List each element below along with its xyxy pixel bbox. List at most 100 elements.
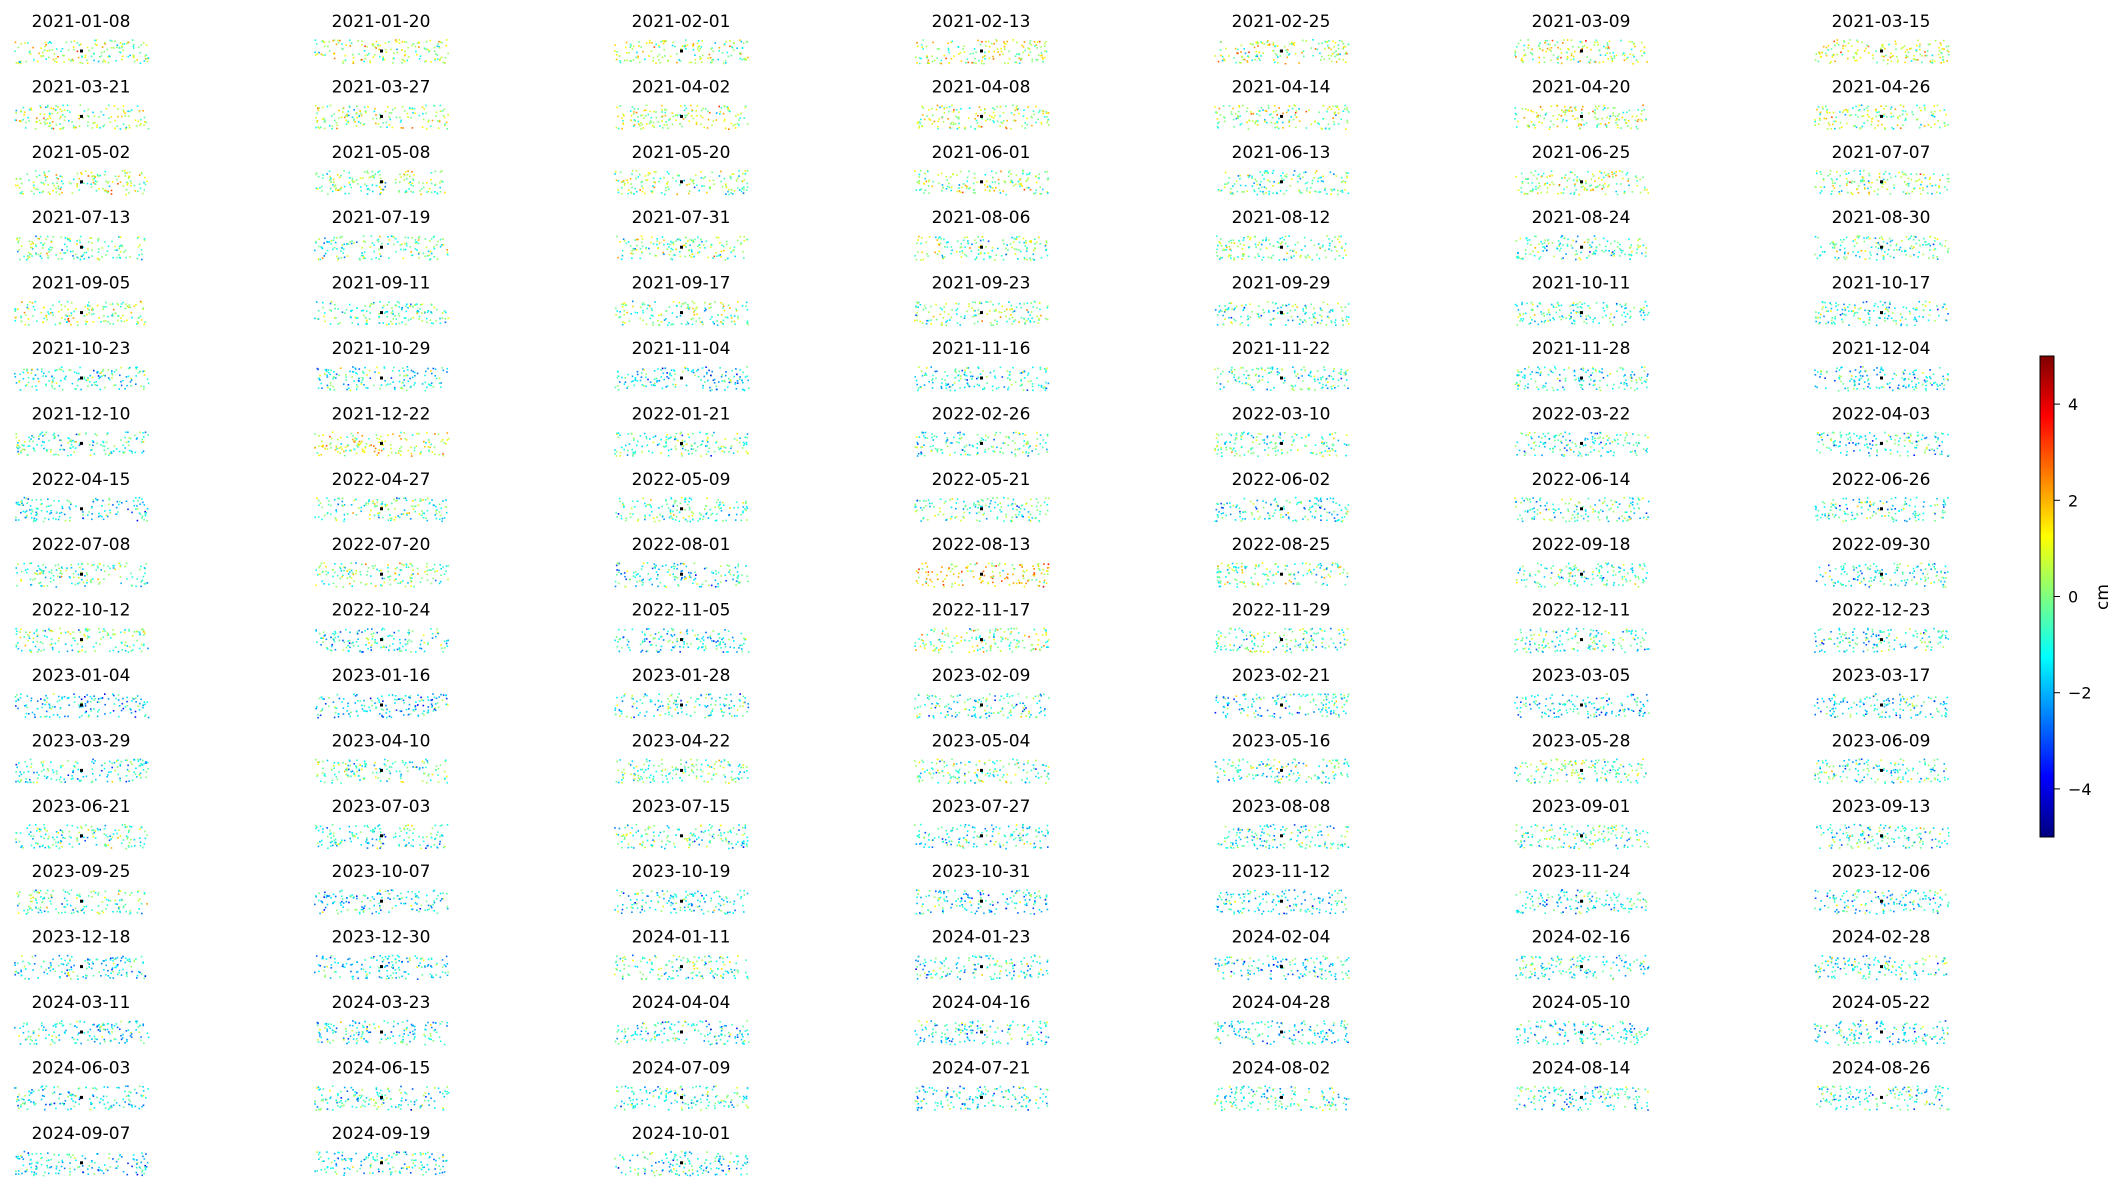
displacement-point [350, 310, 352, 312]
displacement-point [1040, 52, 1043, 54]
displacement-point [439, 59, 441, 61]
displacement-point [1545, 50, 1547, 53]
displacement-point [378, 322, 381, 324]
displacement-point [427, 121, 429, 123]
displacement-point [1278, 246, 1281, 249]
displacement-point [38, 174, 41, 177]
displacement-point [436, 258, 439, 260]
displacement-point [992, 303, 994, 306]
displacement-point [108, 55, 110, 57]
displacement-point [1013, 310, 1016, 312]
displacement-point [411, 236, 413, 239]
displacement-point [1636, 127, 1639, 130]
displacement-point [1251, 175, 1253, 178]
reference-point-marker [1880, 180, 1883, 184]
displacement-point [694, 238, 696, 241]
displacement-point [115, 312, 117, 315]
displacement-point [650, 241, 652, 244]
displacement-point [121, 46, 123, 49]
displacement-point [651, 190, 654, 192]
displacement-point [83, 110, 86, 112]
displacement-point [1843, 109, 1845, 112]
displacement-point [945, 188, 948, 190]
displacement-point [743, 186, 745, 188]
displacement-point [1543, 184, 1546, 186]
displacement-point [1854, 60, 1857, 62]
displacement-point [1303, 236, 1306, 239]
displacement-point [105, 305, 107, 308]
displacement-point [1892, 55, 1894, 57]
displacement-point [1292, 43, 1294, 45]
displacement-point [366, 188, 369, 190]
displacement-point [1258, 110, 1260, 112]
displacement-point [708, 303, 711, 305]
displacement-point [975, 242, 978, 244]
displacement-point [665, 121, 667, 123]
displacement-point [1585, 189, 1588, 192]
displacement-point [961, 191, 964, 194]
displacement-point [83, 315, 86, 317]
displacement-point [1563, 176, 1566, 179]
displacement-point [318, 238, 320, 240]
displacement-point [17, 250, 19, 253]
displacement-point [44, 41, 47, 44]
displacement-point [47, 42, 50, 44]
displacement-point [1554, 44, 1556, 46]
displacement-point [1640, 118, 1642, 121]
displacement-point [99, 56, 101, 58]
displacement-point [1857, 109, 1860, 112]
displacement-point [405, 323, 407, 326]
displacement-point [90, 313, 93, 316]
displacement-point [1274, 122, 1276, 125]
displacement-point [314, 39, 317, 41]
displacement-point [953, 55, 955, 57]
displacement-point [1921, 61, 1923, 64]
displacement-point [1298, 108, 1300, 110]
displacement-point [1247, 324, 1250, 327]
displacement-point [98, 248, 100, 250]
displacement-point [1288, 303, 1290, 306]
displacement-point [1884, 127, 1886, 129]
displacement-point [1575, 250, 1577, 252]
displacement-point [439, 104, 442, 107]
displacement-point [989, 186, 992, 188]
displacement-point [917, 251, 919, 253]
displacement-point [659, 61, 662, 64]
displacement-point [1320, 315, 1323, 318]
displacement-point [371, 43, 374, 46]
displacement-point [358, 115, 361, 118]
displacement-point [1342, 257, 1345, 259]
displacement-point [1835, 116, 1838, 119]
displacement-point [1623, 52, 1625, 54]
displacement-point [129, 127, 131, 129]
displacement-point [1317, 42, 1320, 45]
displacement-point [59, 323, 62, 325]
displacement-point [67, 238, 69, 241]
displacement-point [1258, 187, 1260, 190]
displacement-point [1006, 320, 1008, 323]
displacement-point [708, 307, 711, 309]
displacement-point [1840, 190, 1843, 192]
displacement-point [1605, 249, 1607, 252]
displacement-point [1820, 190, 1823, 192]
displacement-point [695, 320, 697, 323]
displacement-point [641, 245, 644, 248]
displacement-point [1856, 188, 1858, 191]
displacement-point [708, 53, 711, 56]
displacement-point [52, 58, 55, 61]
displacement-point [1889, 255, 1892, 258]
displacement-point [1918, 45, 1921, 48]
displacement-point [1310, 123, 1312, 126]
displacement-point [1290, 255, 1292, 258]
displacement-point [992, 58, 995, 60]
displacement-point [1346, 107, 1348, 109]
displacement-point [690, 61, 693, 64]
displacement-point [675, 53, 678, 55]
displacement-point [1593, 60, 1596, 63]
displacement-point [1291, 319, 1294, 322]
displacement-point [678, 301, 680, 304]
displacement-point [1282, 304, 1284, 307]
displacement-point [143, 116, 146, 119]
displacement-point [640, 46, 642, 48]
displacement-point [703, 244, 705, 246]
